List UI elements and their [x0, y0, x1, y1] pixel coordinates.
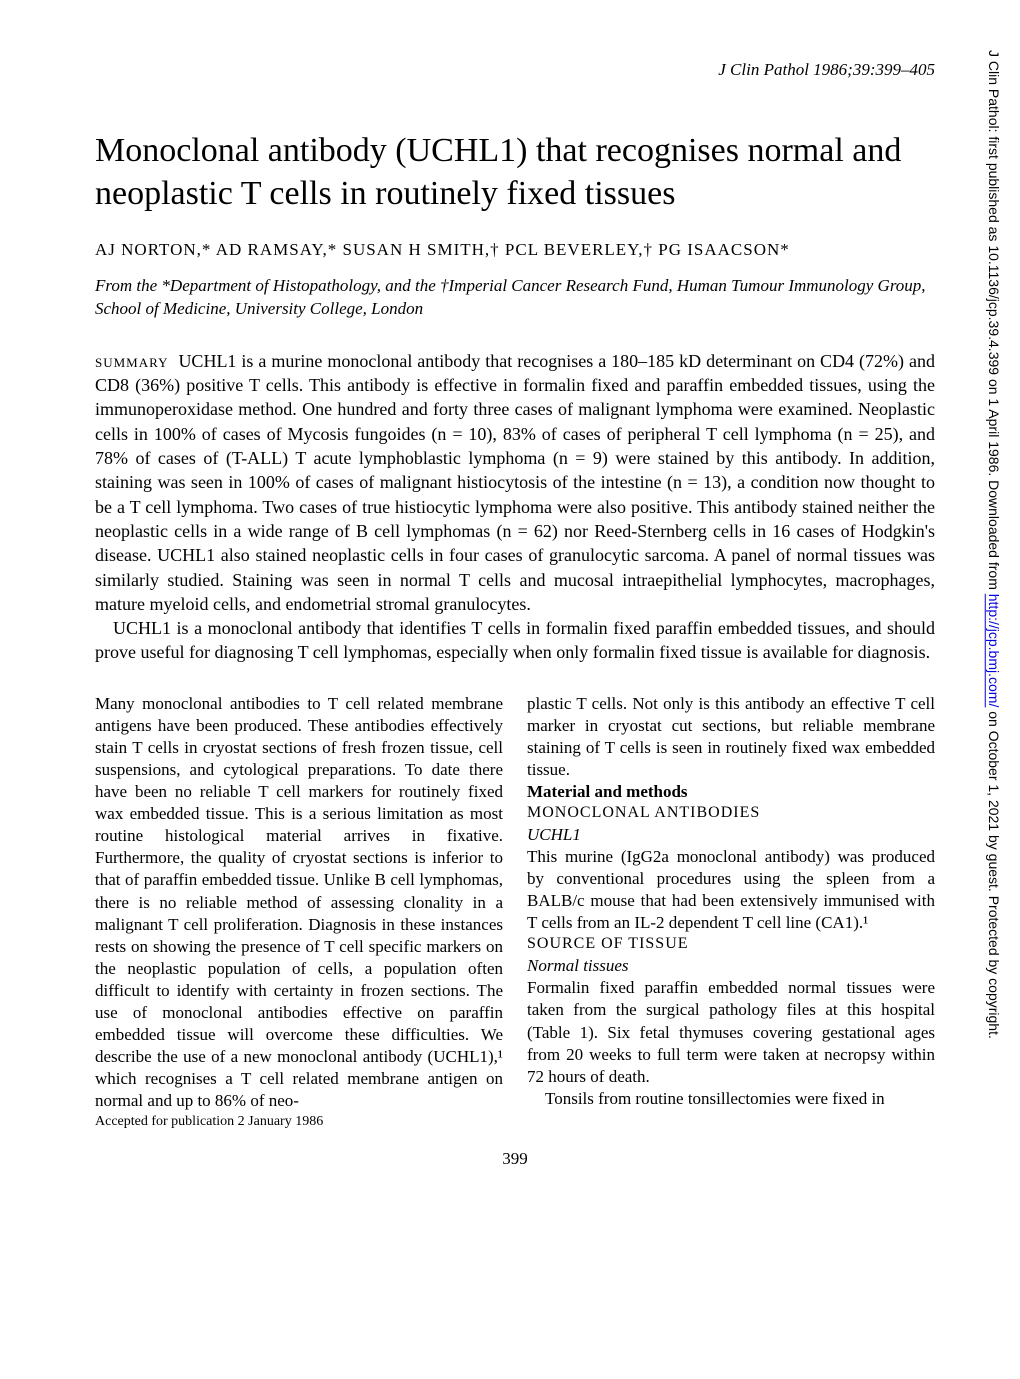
sidebar-prefix: J Clin Pathol: first published as 10.113…: [986, 50, 1002, 594]
uchl1-subheading: UCHL1: [527, 824, 935, 846]
summary-paragraph-1: summary UCHL1 is a murine monoclonal ant…: [95, 349, 935, 616]
materials-methods-heading: Material and methods: [527, 781, 935, 803]
right-column: plastic T cells. Not only is this antibo…: [527, 693, 935, 1131]
sidebar-link[interactable]: http://jcp.bmj.com/: [986, 594, 1002, 708]
intro-continuation: plastic T cells. Not only is this antibo…: [527, 693, 935, 781]
sidebar-suffix: on October 1, 2021 by guest. Protected b…: [986, 707, 1002, 1039]
source-tissue-subheading: SOURCE OF TISSUE: [527, 934, 935, 955]
summary-block: summary UCHL1 is a murine monoclonal ant…: [95, 349, 935, 665]
authors-list: AJ NORTON,* AD RAMSAY,* SUSAN H SMITH,† …: [95, 240, 935, 260]
monoclonal-antibodies-subheading: MONOCLONAL ANTIBODIES: [527, 803, 935, 824]
summary-text-1: UCHL1 is a murine monoclonal antibody th…: [95, 351, 935, 614]
normal-tissues-subheading: Normal tissues: [527, 955, 935, 977]
uchl1-description: This murine (IgG2a monoclonal antibody) …: [527, 846, 935, 934]
summary-label: summary: [95, 351, 168, 371]
page-number: 399: [95, 1149, 935, 1169]
accepted-date: Accepted for publication 2 January 1986: [95, 1113, 503, 1131]
copyright-sidebar: J Clin Pathol: first published as 10.113…: [982, 50, 1002, 1169]
normal-tissues-paragraph: Formalin fixed paraffin embedded normal …: [527, 977, 935, 1087]
intro-paragraph: Many monoclonal antibodies to T cell rel…: [95, 693, 503, 1113]
left-column: Many monoclonal antibodies to T cell rel…: [95, 693, 503, 1131]
journal-reference: J Clin Pathol 1986;39:399–405: [95, 60, 935, 80]
body-columns: Many monoclonal antibodies to T cell rel…: [95, 693, 935, 1131]
summary-paragraph-2: UCHL1 is a monoclonal antibody that iden…: [95, 616, 935, 665]
article-title: Monoclonal antibody (UCHL1) that recogni…: [95, 130, 935, 215]
affiliation: From the *Department of Histopathology, …: [95, 275, 935, 321]
tonsils-paragraph: Tonsils from routine tonsillectomies wer…: [527, 1088, 935, 1110]
